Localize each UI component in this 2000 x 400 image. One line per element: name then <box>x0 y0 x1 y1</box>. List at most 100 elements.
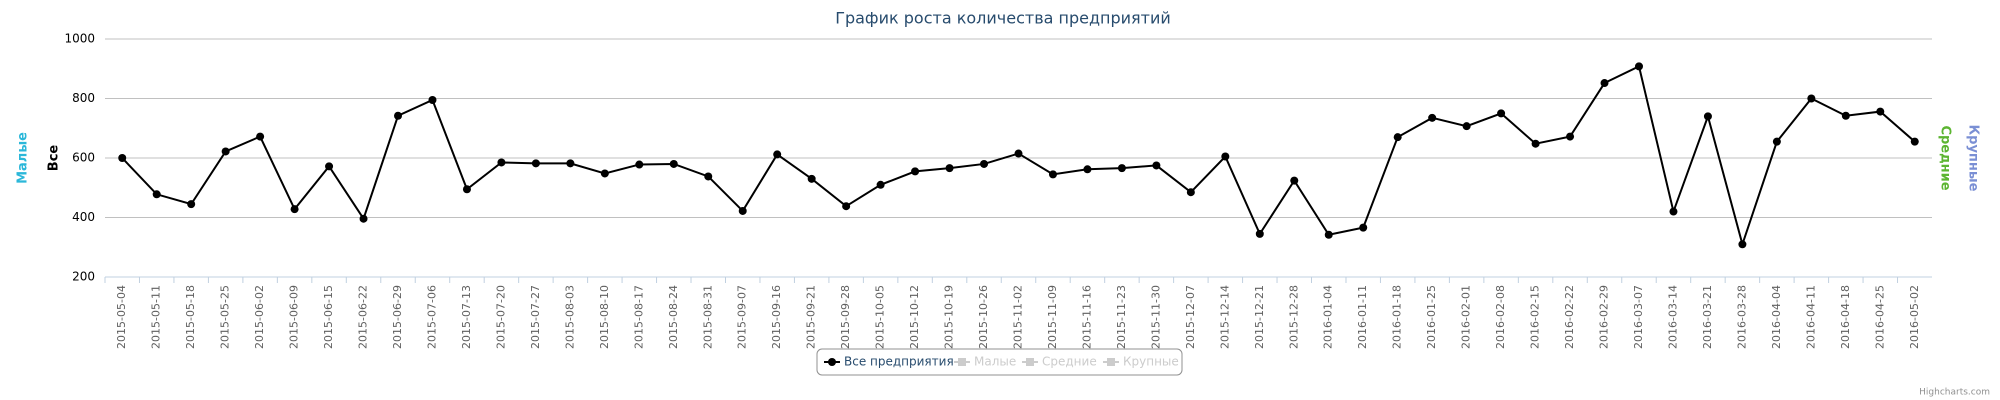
marker <box>359 214 368 223</box>
y-axis-title: Крупные <box>1966 125 1981 192</box>
x-tick-label: 2015-06-02 <box>253 285 266 349</box>
x-tick-label: 2015-12-28 <box>1287 285 1300 349</box>
marker <box>1807 94 1816 103</box>
x-tick-label: 2016-02-15 <box>1529 285 1542 349</box>
x-tick-label: 2016-04-11 <box>1804 285 1817 349</box>
marker <box>1669 207 1678 216</box>
marker <box>1531 139 1540 148</box>
x-tick-label: 2015-05-04 <box>115 285 128 349</box>
marker <box>1703 112 1712 121</box>
y-axis-title: Малые <box>16 132 31 184</box>
marker <box>911 167 920 176</box>
y-tick-label: 1000 <box>64 32 95 46</box>
marker <box>1738 240 1747 249</box>
x-tick-label: 2016-01-25 <box>1425 285 1438 349</box>
marker <box>1359 223 1368 232</box>
marker <box>1772 137 1781 146</box>
x-tick-label: 2015-09-16 <box>770 285 783 349</box>
marker <box>1221 152 1230 161</box>
legend-label[interactable]: Крупные <box>1123 355 1179 369</box>
x-tick-label: 2016-02-22 <box>1563 285 1576 349</box>
marker <box>635 160 644 169</box>
x-tick-label: 2015-09-28 <box>839 285 852 349</box>
x-tick-label: 2015-05-18 <box>184 285 197 349</box>
marker <box>1600 79 1609 88</box>
marker <box>1497 109 1506 118</box>
x-tick-label: 2016-05-02 <box>1908 285 1921 349</box>
marker <box>1910 137 1919 146</box>
x-tick-label: 2016-03-14 <box>1666 285 1679 349</box>
legend-label[interactable]: Средние <box>1042 355 1097 369</box>
x-tick-label: 2015-08-24 <box>667 285 680 349</box>
marker <box>1462 122 1471 131</box>
marker <box>290 205 299 214</box>
y-tick-label: 800 <box>72 91 95 105</box>
x-tick-label: 2015-11-16 <box>1080 285 1093 349</box>
legend-marker <box>828 358 836 366</box>
x-tick-label: 2015-12-21 <box>1253 285 1266 349</box>
x-tick-label: 2015-08-17 <box>632 285 645 349</box>
x-tick-label: 2016-02-08 <box>1494 285 1507 349</box>
marker <box>1083 165 1092 174</box>
y-tick-label: 400 <box>72 210 95 224</box>
x-tick-label: 2015-11-30 <box>1149 285 1162 349</box>
marker <box>669 159 678 168</box>
x-tick-label: 2016-03-28 <box>1735 285 1748 349</box>
x-tick-label: 2015-12-07 <box>1184 285 1197 349</box>
x-tick-label: 2015-08-03 <box>563 285 576 349</box>
x-tick-label: 2015-07-06 <box>425 285 438 349</box>
marker <box>497 158 506 167</box>
legend-marker <box>1026 358 1034 366</box>
chart-title: График роста количества предприятий <box>835 9 1171 28</box>
marker <box>428 95 437 104</box>
x-tick-label: 2015-10-05 <box>874 285 887 349</box>
x-tick-label: 2015-10-12 <box>908 285 921 349</box>
x-tick-label: 2015-06-15 <box>322 285 335 349</box>
x-tick-label: 2016-01-11 <box>1356 285 1369 349</box>
marker <box>1117 164 1126 173</box>
legend-label[interactable]: Все предприятия <box>844 355 954 369</box>
x-tick-label: 2016-04-18 <box>1839 285 1852 349</box>
legend-box <box>816 348 1183 376</box>
x-tick-label: 2015-09-21 <box>805 285 818 349</box>
marker <box>738 206 747 215</box>
x-tick-label: 2016-02-29 <box>1598 285 1611 349</box>
marker <box>118 154 127 162</box>
marker <box>1255 229 1264 238</box>
marker <box>566 159 575 168</box>
marker <box>1876 107 1885 116</box>
marker <box>704 172 713 181</box>
marker <box>600 169 609 178</box>
x-tick-label: 2015-07-20 <box>494 285 507 349</box>
x-tick-label: 2015-08-31 <box>701 285 714 349</box>
marker <box>462 185 471 194</box>
x-tick-label: 2016-04-04 <box>1770 285 1783 349</box>
x-tick-label: 2015-06-29 <box>391 285 404 349</box>
x-tick-label: 2015-05-11 <box>150 285 163 349</box>
x-tick-label: 2015-07-27 <box>529 285 542 349</box>
x-tick-label: 2016-04-25 <box>1873 285 1886 349</box>
marker <box>1428 113 1437 122</box>
x-tick-label: 2015-11-23 <box>1115 285 1128 349</box>
credit[interactable]: Highcharts.com <box>1919 388 1990 398</box>
y-tick-label: 600 <box>72 151 95 165</box>
y-tick-label: 200 <box>72 270 95 284</box>
legend-label[interactable]: Малые <box>974 355 1016 369</box>
x-tick-label: 2015-05-25 <box>219 285 232 349</box>
x-tick-label: 2015-07-13 <box>460 285 473 349</box>
marker <box>1841 111 1850 120</box>
marker <box>1186 188 1195 197</box>
marker <box>1324 230 1333 239</box>
marker <box>256 132 265 141</box>
marker <box>221 147 230 156</box>
x-tick-label: 2016-03-21 <box>1701 285 1714 349</box>
x-tick-label: 2015-09-07 <box>736 285 749 349</box>
x-tick-label: 2016-01-18 <box>1391 285 1404 349</box>
x-tick-label: 2016-02-01 <box>1460 285 1473 349</box>
marker <box>876 180 885 189</box>
marker <box>807 174 816 183</box>
marker <box>842 202 851 211</box>
marker <box>980 159 989 168</box>
marker <box>1048 170 1057 179</box>
